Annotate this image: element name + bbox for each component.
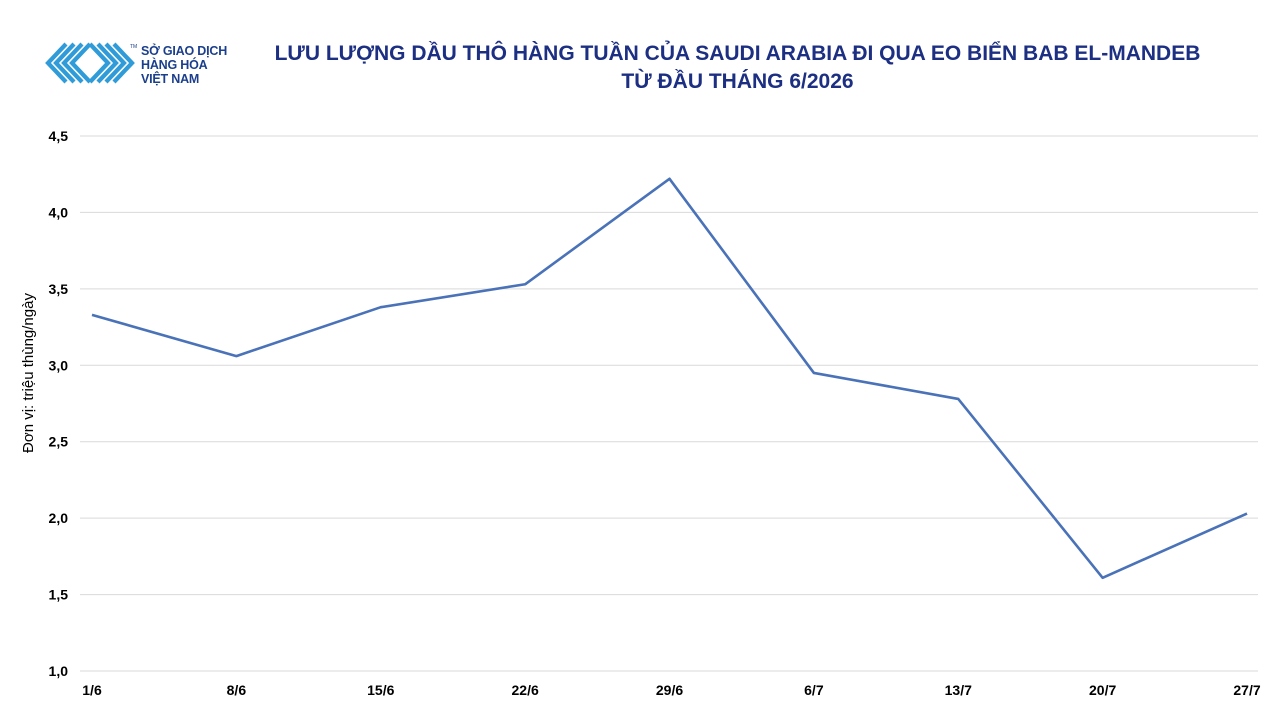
x-tick-label: 15/6 <box>367 682 394 698</box>
x-tick-label: 20/7 <box>1089 682 1116 698</box>
y-tick-label: 2,0 <box>49 510 69 526</box>
x-tick-label: 1/6 <box>82 682 102 698</box>
y-axis-ticks: 1,0 1,5 2,0 2,5 3,0 3,5 4,0 4,5 <box>49 128 69 679</box>
x-tick-label: 13/7 <box>945 682 972 698</box>
logo-line-1: SỞ GIAO DỊCH <box>141 44 228 58</box>
company-logo: TM SỞ GIAO DỊCH HÀNG HÓA VIỆT NAM <box>44 42 244 90</box>
y-tick-label: 1,5 <box>49 587 69 603</box>
y-tick-label: 2,5 <box>49 434 69 450</box>
chart-title-line-1: LƯU LƯỢNG DẦU THÔ HÀNG TUẦN CỦA SAUDI AR… <box>274 42 1201 65</box>
x-tick-label: 6/7 <box>804 682 824 698</box>
chart-title: LƯU LƯỢNG DẦU THÔ HÀNG TUẦN CỦA SAUDI AR… <box>250 40 1225 96</box>
x-axis-ticks: 1/6 8/6 15/6 22/6 29/6 6/7 13/7 20/7 27/7 <box>82 682 1261 698</box>
logo-line-2: HÀNG HÓA <box>141 58 208 72</box>
y-axis-label: Đơn vị: triệu thùng/ngày <box>20 293 37 453</box>
chart-grid <box>80 135 1258 672</box>
series-line <box>91 177 1248 580</box>
logo-trademark: TM <box>130 44 138 50</box>
x-tick-label: 22/6 <box>512 682 539 698</box>
logo-text: SỞ GIAO DỊCH HÀNG HÓA VIỆT NAM <box>141 44 227 86</box>
logo-mark-icon <box>45 42 135 84</box>
y-tick-label: 3,5 <box>49 281 69 297</box>
logo-line-3: VIỆT NAM <box>141 72 200 86</box>
x-tick-label: 8/6 <box>227 682 247 698</box>
chart-title-line-2: TỪ ĐẦU THÁNG 6/2026 <box>621 70 854 93</box>
x-tick-label: 29/6 <box>656 682 683 698</box>
x-tick-label: 27/7 <box>1233 682 1260 698</box>
y-tick-label: 4,5 <box>49 128 69 144</box>
y-tick-label: 3,0 <box>49 357 69 373</box>
y-tick-label: 1,0 <box>49 663 69 679</box>
y-tick-label: 4,0 <box>49 204 69 220</box>
